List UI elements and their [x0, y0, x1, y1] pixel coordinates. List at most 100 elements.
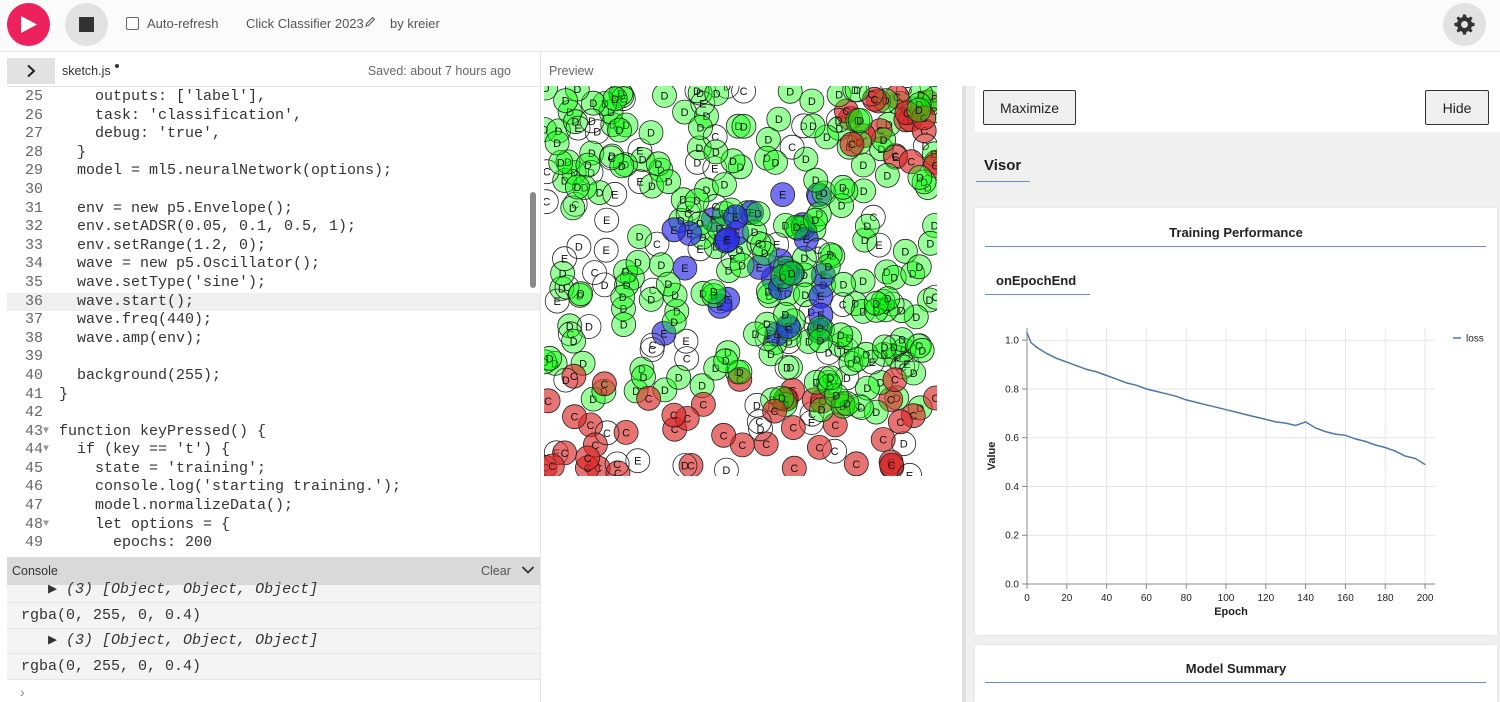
svg-text:D: D: [816, 336, 824, 348]
svg-text:D: D: [729, 156, 737, 168]
line-number: 38: [24, 329, 43, 347]
tab-visor[interactable]: Visor: [976, 146, 1030, 182]
code-line[interactable]: 41}: [7, 386, 540, 405]
svg-text:D: D: [880, 349, 888, 361]
saved-status: Saved: about 7 hours ago: [367, 64, 511, 78]
training-point: D: [807, 328, 833, 354]
svg-text:D: D: [752, 329, 760, 341]
svg-text:D: D: [788, 268, 796, 280]
code-line[interactable]: 48▼ let options = {: [7, 516, 540, 535]
training-point: D: [917, 287, 937, 313]
console-object-row[interactable]: ▶ (3) [Object, Object, Object]: [7, 577, 540, 603]
console-prompt: ›: [20, 684, 25, 700]
training-point: E: [625, 448, 651, 474]
code-line[interactable]: 25 outputs: ['label'],: [7, 88, 540, 107]
console-object-row[interactable]: ▶ (3) [Object, Object, Object]: [7, 628, 540, 654]
code-line[interactable]: 26 task: 'classification',: [7, 107, 540, 126]
line-number: 45: [24, 459, 43, 477]
loss-data-point: [1394, 450, 1396, 452]
console-input[interactable]: [7, 680, 540, 702]
code-line[interactable]: 30: [7, 181, 540, 200]
svg-text:E: E: [710, 215, 717, 227]
code-line[interactable]: 42: [7, 404, 540, 423]
code-line[interactable]: 49 epochs: 200: [7, 534, 540, 553]
svg-text:D: D: [783, 363, 791, 375]
training-point: E: [754, 326, 780, 352]
training-point: D: [725, 113, 751, 139]
code-line[interactable]: 46 console.log('starting training.');: [7, 478, 540, 497]
code-line[interactable]: 32 env.setADSR(0.05, 0.1, 0.5, 1);: [7, 218, 540, 237]
auto-refresh-checkbox[interactable]: [126, 17, 139, 30]
svg-text:D: D: [890, 342, 898, 354]
code-line[interactable]: 39: [7, 348, 540, 367]
code-line[interactable]: 33 env.setRange(1.2, 0);: [7, 237, 540, 256]
code-line[interactable]: 35 wave.setType('sine');: [7, 274, 540, 293]
training-point: D: [766, 106, 792, 132]
training-point: C: [839, 131, 865, 157]
svg-text:C: C: [931, 292, 937, 304]
training-point: C: [923, 284, 937, 310]
svg-text:C: C: [848, 139, 856, 151]
tab-on-epoch-end[interactable]: onEpochEnd: [985, 266, 1090, 295]
code-editor[interactable]: 25 outputs: ['label'], 26 task: 'classifi…: [7, 86, 540, 556]
hide-button[interactable]: Hide: [1425, 90, 1489, 125]
stop-button[interactable]: [65, 3, 108, 46]
code-line[interactable]: 34 wave = new p5.Oscillator();: [7, 255, 540, 274]
settings-button[interactable]: [1443, 3, 1486, 46]
code-line[interactable]: 43▼ function keyPressed() {: [7, 423, 540, 442]
svg-text:E: E: [822, 374, 829, 386]
code-line[interactable]: 38 wave.amp(env);: [7, 330, 540, 349]
code-line[interactable]: 47 model.normalizeData();: [7, 497, 540, 516]
code-line[interactable]: 45 state = 'training';: [7, 460, 540, 479]
loss-data-point: [1125, 382, 1128, 384]
svg-text:C: C: [808, 409, 816, 421]
fold-toggle-icon[interactable]: ▼: [43, 518, 50, 530]
console-title: Console: [12, 564, 58, 578]
training-point: E: [627, 169, 653, 195]
chevron-down-icon[interactable]: [521, 565, 535, 575]
code-line[interactable]: 31 env = new p5.Envelope();: [7, 200, 540, 219]
fold-toggle-icon[interactable]: ▼: [43, 425, 50, 437]
play-button[interactable]: [7, 3, 50, 46]
fold-toggle-icon[interactable]: ▼: [43, 444, 50, 456]
loss-series-line: [1026, 332, 1426, 466]
line-number: 35: [24, 273, 43, 291]
project-name[interactable]: Click Classifier 2023: [246, 16, 364, 31]
pencil-icon[interactable]: [364, 16, 376, 28]
editor-scrollbar[interactable]: [530, 192, 536, 288]
svg-text:D: D: [816, 323, 824, 335]
code-line[interactable]: 27 debug: 'true',: [7, 125, 540, 144]
code-line[interactable]: 37 wave.freq(440);: [7, 311, 540, 330]
pane-divider[interactable]: [540, 52, 541, 702]
svg-text:D: D: [920, 177, 928, 189]
svg-text:D: D: [664, 279, 672, 291]
console-log-row: rgba(0, 255, 0, 0.4): [7, 603, 540, 629]
x-tick-label: 160: [1337, 593, 1354, 604]
svg-text:E: E: [803, 234, 810, 246]
toolbar: Auto-refresh Click Classifier 2023 by kr…: [0, 0, 1500, 52]
training-point: C: [870, 427, 896, 452]
line-number: 25: [24, 88, 43, 105]
code-text: env.setRange(1.2, 0);: [59, 236, 267, 254]
loss-data-point: [1265, 418, 1267, 420]
code-line[interactable]: 36 wave.start();: [7, 292, 540, 312]
maximize-button[interactable]: Maximize: [983, 90, 1076, 125]
training-point: E: [702, 156, 728, 181]
svg-text:C: C: [815, 442, 823, 454]
code-line[interactable]: 28 }: [7, 144, 540, 163]
auto-refresh-label[interactable]: Auto-refresh: [147, 16, 219, 31]
svg-text:D: D: [843, 399, 851, 411]
svg-text:D: D: [846, 333, 854, 345]
svg-text:C: C: [788, 142, 796, 154]
sidebar-toggle-button[interactable]: [7, 58, 55, 84]
code-line[interactable]: 44▼ if (key == 't') {: [7, 441, 540, 460]
code-line[interactable]: 40 background(255);: [7, 367, 540, 386]
training-point: D: [758, 341, 784, 367]
training-point: D: [610, 284, 636, 310]
file-name[interactable]: sketch.js: [62, 64, 111, 78]
console-clear-button[interactable]: Clear: [481, 564, 511, 578]
x-tick-label: 80: [1181, 593, 1193, 604]
svg-text:C: C: [831, 446, 839, 458]
preview-canvas[interactable]: DDDDDDDDDDDDECCEDDDDCDDDDDDDDCDEDCDDEDDD…: [544, 86, 937, 476]
code-line[interactable]: 29 model = ml5.neuralNetwork(options);: [7, 162, 540, 181]
